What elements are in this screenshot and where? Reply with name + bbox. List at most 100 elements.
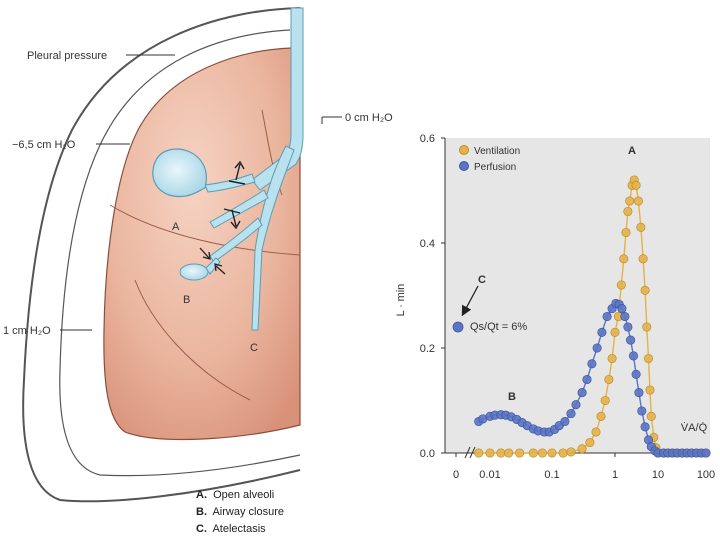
data-point-ventilation bbox=[566, 447, 576, 457]
data-point-ventilation bbox=[604, 374, 614, 385]
y-tick-label: 0.4 bbox=[420, 238, 435, 250]
caption-item: A. Open alveoli bbox=[196, 489, 274, 501]
data-point-ventilation bbox=[610, 327, 620, 337]
annotation-a: A bbox=[628, 145, 636, 157]
data-point-ventilation bbox=[623, 206, 633, 217]
data-point-ventilation bbox=[621, 227, 631, 238]
lobe-fissure-lower bbox=[134, 279, 251, 401]
data-point-perfusion bbox=[617, 304, 627, 314]
annotation-c-arrow bbox=[461, 285, 479, 317]
data-point-ventilation bbox=[504, 448, 514, 458]
annotation-c: C bbox=[478, 274, 486, 286]
data-point-perfusion bbox=[592, 343, 602, 353]
lung-diagram: Pleural pressure −6,5 cm H₂O 0 cm H₂O 1 … bbox=[3, 7, 393, 535]
data-point-perfusion bbox=[640, 422, 650, 432]
shunt-point bbox=[452, 321, 464, 333]
data-point-ventilation bbox=[515, 448, 525, 458]
data-point-perfusion bbox=[587, 359, 597, 369]
closing-airway bbox=[205, 257, 221, 275]
shunt-label: Qs/Qt = 6% bbox=[470, 321, 527, 333]
closing-alveolus bbox=[179, 263, 209, 281]
legend-marker-ventilation bbox=[459, 145, 469, 155]
data-point-ventilation bbox=[591, 427, 601, 437]
x-tick-label: 100 bbox=[697, 469, 715, 481]
data-point-perfusion bbox=[577, 388, 587, 398]
lobe-fissure-upper bbox=[109, 204, 301, 256]
data-point-ventilation bbox=[625, 196, 635, 206]
lung-body bbox=[103, 47, 301, 441]
y-axis-label: L ∙ min bbox=[395, 284, 407, 317]
data-point-ventilation bbox=[537, 448, 547, 458]
data-point-ventilation bbox=[616, 280, 626, 290]
data-point-perfusion bbox=[631, 369, 641, 379]
series-layer bbox=[474, 175, 711, 458]
x-tick-label: 0 bbox=[453, 469, 459, 481]
data-point-ventilation bbox=[638, 254, 648, 264]
data-point-perfusion bbox=[623, 322, 633, 332]
bronchus-a bbox=[209, 189, 269, 229]
data-point-ventilation bbox=[585, 437, 595, 448]
data-point-perfusion bbox=[620, 311, 630, 322]
data-point-ventilation bbox=[474, 448, 484, 458]
y-tick-label: 0.6 bbox=[420, 133, 435, 145]
legend-marker-perfusion bbox=[459, 161, 469, 171]
axis-break-icon bbox=[464, 446, 476, 459]
label-apex-pressure: −6,5 cm H₂O bbox=[12, 139, 76, 151]
data-point-ventilation bbox=[596, 411, 606, 421]
data-point-ventilation bbox=[600, 395, 610, 406]
data-point-perfusion bbox=[628, 351, 639, 361]
label-region-b: B bbox=[183, 294, 190, 306]
legend: Ventilation Perfusion bbox=[459, 145, 520, 173]
x-axis-label: V̇A/Q̇ bbox=[681, 421, 708, 434]
data-point-perfusion bbox=[582, 374, 592, 385]
data-point-ventilation bbox=[640, 285, 650, 295]
y-ticks: 0.0 0.2 0.4 0.6 bbox=[420, 133, 445, 460]
data-point-ventilation bbox=[547, 448, 557, 458]
data-point-ventilation bbox=[631, 180, 641, 190]
caption-item: C. Atelectasis bbox=[196, 523, 266, 535]
data-point-perfusion bbox=[602, 311, 612, 322]
data-point-perfusion bbox=[626, 335, 636, 345]
x-tick-label: 10 bbox=[652, 469, 664, 481]
label-base-pressure: 1 cm H₂O bbox=[3, 325, 51, 337]
x-tick-label: 1 bbox=[612, 469, 618, 481]
label-airway-pressure: 0 cm H₂O bbox=[345, 112, 393, 124]
data-point-ventilation bbox=[485, 448, 495, 458]
data-point-perfusion bbox=[597, 327, 607, 337]
annotation-b: B bbox=[508, 391, 516, 403]
caption-item: B. Airway closure bbox=[196, 506, 284, 518]
x-ticks: 0 0.01 0.1 1 10 100 bbox=[453, 453, 715, 481]
data-point-ventilation bbox=[496, 448, 506, 458]
expansion-arrow-icon bbox=[228, 160, 246, 185]
closure-arrows-icon bbox=[199, 247, 226, 275]
caption-list: A. Open alveoli B. Airway closure C. Ate… bbox=[196, 489, 284, 535]
va-q-chart: 0.0 0.2 0.4 0.6 0 0.01 0.1 1 10 100 L ∙ min V̇A/… bbox=[395, 133, 715, 481]
data-point-ventilation bbox=[633, 196, 643, 206]
bronchus-main bbox=[251, 145, 295, 331]
trachea bbox=[251, 7, 304, 191]
x-tick-label: 0.1 bbox=[544, 469, 559, 481]
y-tick-label: 0.2 bbox=[420, 343, 435, 355]
data-point-ventilation bbox=[645, 385, 655, 395]
pleura-inner bbox=[59, 29, 301, 477]
data-point-perfusion bbox=[560, 416, 570, 427]
data-point-ventilation bbox=[643, 353, 654, 364]
data-point-perfusion bbox=[637, 406, 647, 416]
data-point-ventilation bbox=[619, 254, 629, 264]
data-point-ventilation bbox=[636, 222, 646, 232]
data-point-perfusion bbox=[571, 400, 581, 410]
data-point-ventilation bbox=[558, 448, 568, 458]
data-point-ventilation bbox=[577, 444, 587, 454]
data-point-perfusion bbox=[566, 409, 576, 419]
label-region-a: A bbox=[172, 221, 180, 233]
data-point-ventilation bbox=[642, 322, 652, 332]
data-point-perfusion bbox=[634, 388, 644, 398]
data-point-ventilation bbox=[646, 411, 656, 421]
open-alveolus bbox=[152, 148, 207, 198]
chest-wall bbox=[22, 7, 301, 503]
label-region-c: C bbox=[250, 342, 258, 354]
data-point-ventilation bbox=[528, 448, 538, 458]
legend-label-perfusion: Perfusion bbox=[474, 162, 516, 173]
data-point-perfusion bbox=[701, 448, 711, 458]
